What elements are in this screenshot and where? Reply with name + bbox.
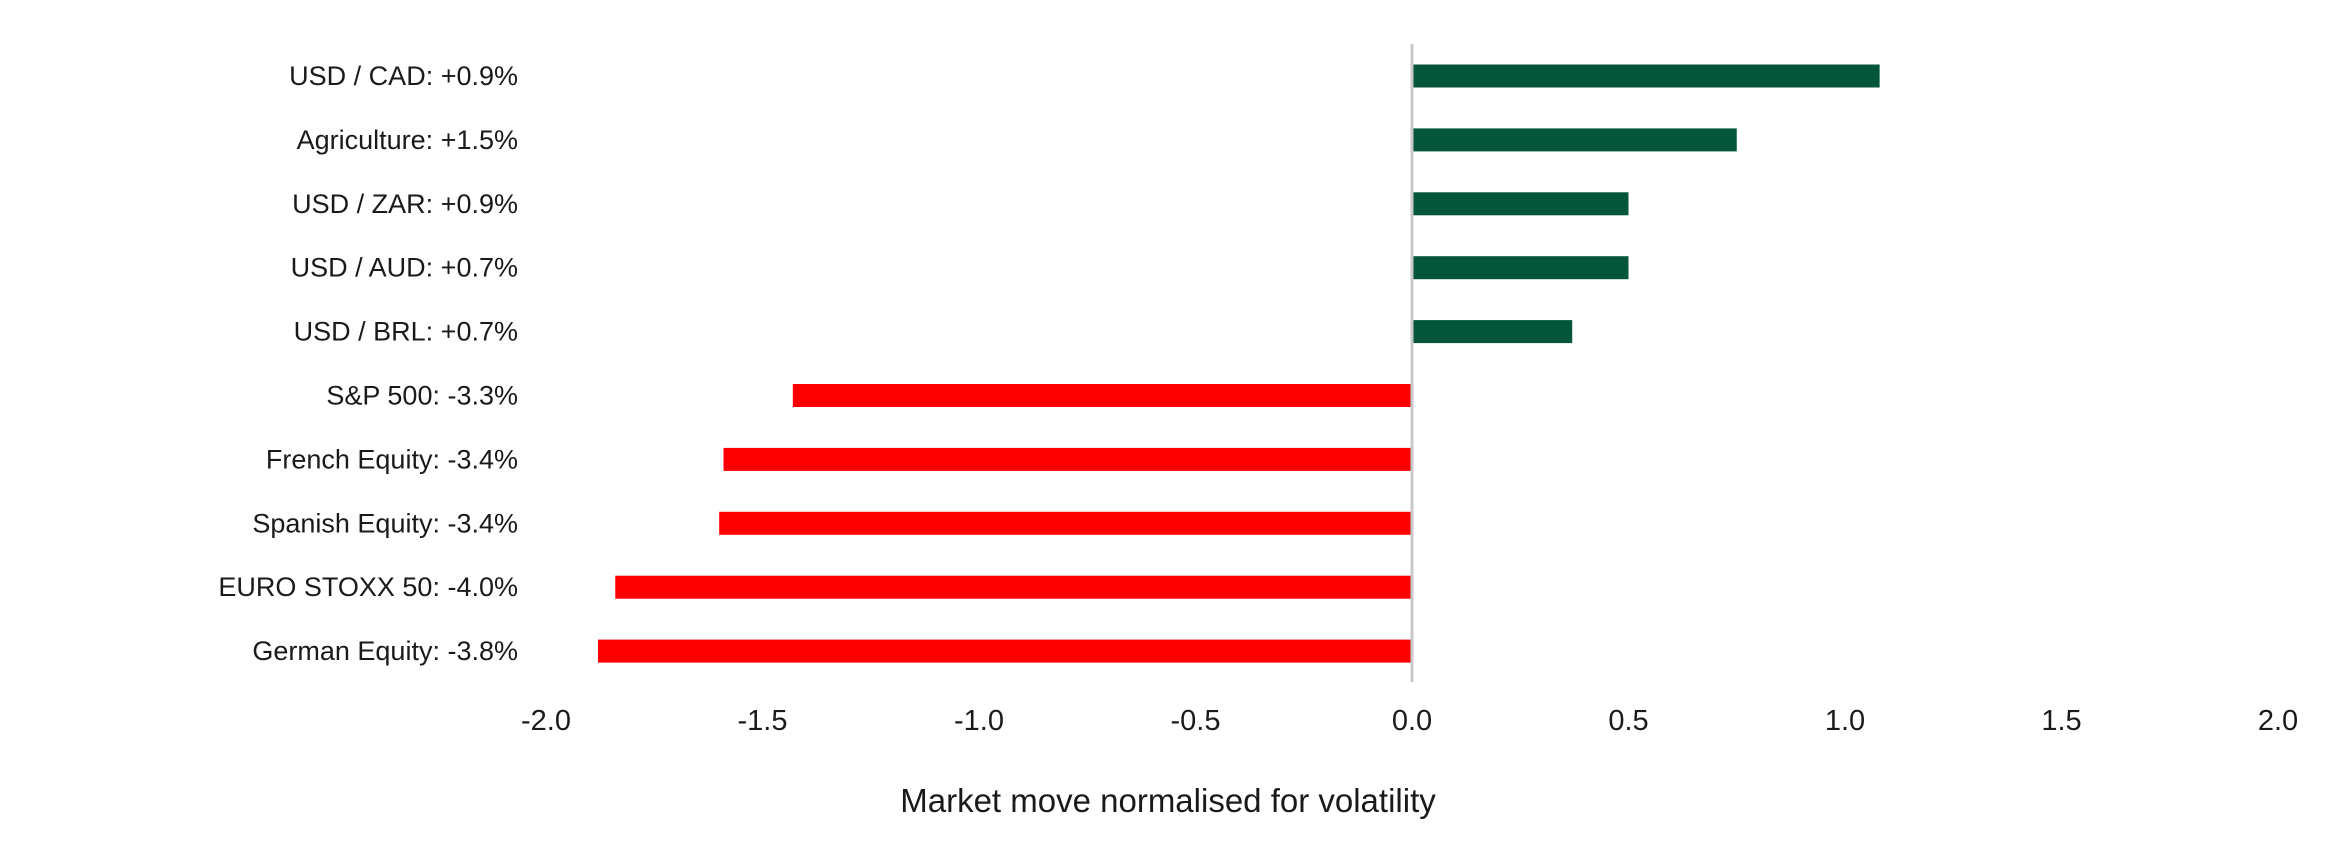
category-label: EURO STOXX 50: -4.0% [218, 572, 518, 602]
x-tick-label: -1.0 [954, 705, 1004, 737]
bar [1412, 128, 1737, 152]
bar [615, 575, 1412, 599]
category-label: Agriculture: +1.5% [297, 125, 518, 155]
bar [719, 511, 1412, 535]
x-tick-label: 0.5 [1608, 705, 1648, 737]
bar [723, 447, 1412, 471]
bar [1412, 256, 1629, 280]
x-tick-label: -0.5 [1171, 705, 1221, 737]
category-label: USD / ZAR: +0.9% [292, 189, 518, 219]
bar [1412, 192, 1629, 216]
bar [1412, 64, 1880, 88]
category-label: S&P 500: -3.3% [326, 381, 518, 411]
category-label: USD / CAD: +0.9% [289, 61, 518, 91]
bar [792, 384, 1412, 407]
category-label: USD / BRL: +0.7% [294, 317, 518, 347]
x-axis-title: Market move normalised for volatility [900, 782, 1436, 819]
x-tick-label: 2.0 [2258, 705, 2298, 737]
x-tick-label: 1.0 [1825, 705, 1865, 737]
x-tick-label: -2.0 [521, 705, 571, 737]
bar [597, 639, 1412, 663]
category-label: French Equity: -3.4% [266, 444, 518, 474]
category-label: USD / AUD: +0.7% [291, 253, 518, 283]
x-tick-label: 0.0 [1392, 705, 1432, 737]
x-tick-label: 1.5 [2041, 705, 2081, 737]
x-tick-label: -1.5 [738, 705, 788, 737]
bar [1412, 320, 1573, 344]
category-label: German Equity: -3.8% [252, 636, 518, 666]
bars-group [597, 64, 1880, 663]
category-label: Spanish Equity: -3.4% [252, 508, 518, 538]
x-axis-tick-labels: -2.0 -1.5 -1.0 -0.5 0.0 0.5 1.0 1.5 2.0 [521, 705, 2298, 737]
category-labels: USD / CAD: +0.9% Agriculture: +1.5% USD / … [218, 61, 518, 666]
